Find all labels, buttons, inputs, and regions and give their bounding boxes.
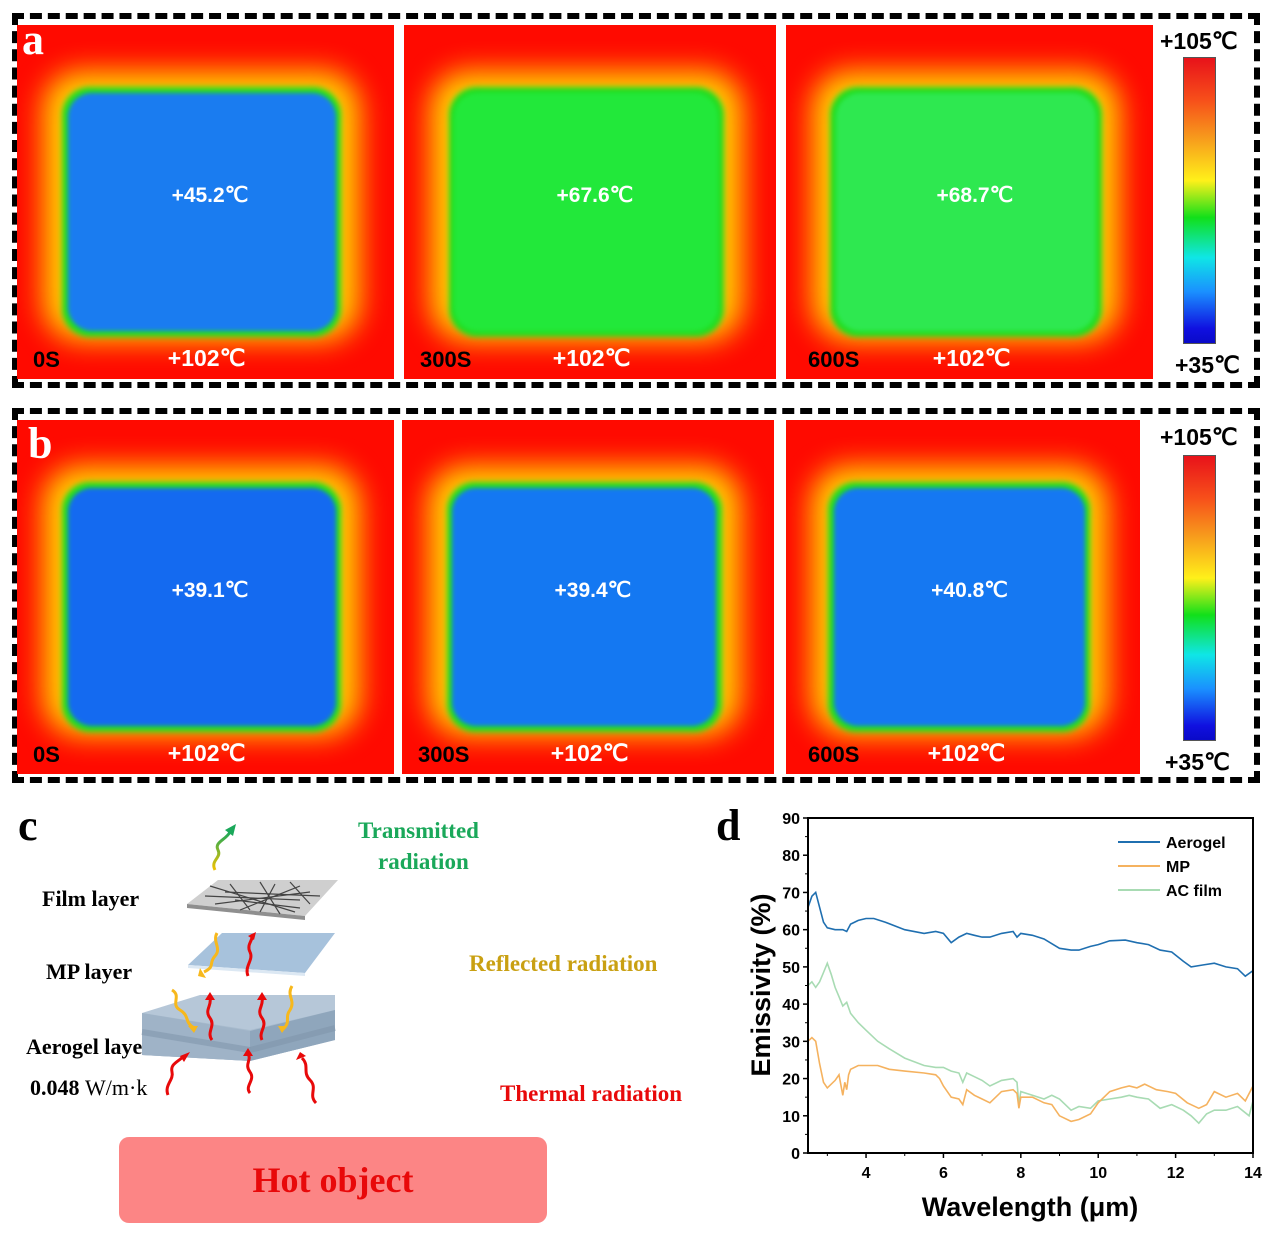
x-tick-label: 14 [1244,1165,1262,1182]
panel-a-letter: a [22,15,44,64]
center-temperature: +67.6℃ [556,184,634,207]
film-layer-plate [187,880,338,920]
y-tick-label: 30 [782,1034,800,1051]
series-line-mp [807,1036,1254,1123]
legend-label: Aerogel [1166,835,1226,852]
mp-layer-label: MP layer [46,959,133,984]
sample-core [67,93,336,331]
legend-label: AC film [1166,883,1222,900]
time-label: 600S [808,742,860,767]
x-tick-label: 10 [1089,1165,1107,1182]
layer-stack-diagram [141,824,338,1105]
y-tick-label: 0 [791,1146,800,1163]
colorbar-a [1183,57,1216,344]
time-label: 600S [808,347,860,372]
conductivity-value: 0.048 [30,1075,80,1100]
thermal-image: +39.1℃ +102℃ 0S [17,420,394,774]
center-temperature: +39.4℃ [554,579,632,602]
conductivity-unit: W/m·k [85,1075,148,1100]
center-temperature: +40.8℃ [931,579,1008,602]
thermal-image: +68.7℃ +102℃ 600S [786,25,1153,379]
sample-core [452,488,717,726]
x-tick-label: 4 [862,1165,871,1182]
transmitted-arrowhead [225,824,236,836]
x-tick-label: 12 [1167,1165,1185,1182]
panel-d-letter: d [716,801,741,850]
thermal-image: +40.8℃ +102℃ 600S [786,420,1140,774]
y-tick-label: 90 [782,811,800,828]
time-label: 300S [420,347,472,372]
thermal-image: +39.4℃ +102℃ 300S [402,420,774,774]
y-tick-label: 80 [782,848,800,865]
y-tick-label: 20 [782,1072,800,1089]
edge-temperature: +102℃ [550,740,629,766]
y-tick-label: 40 [782,997,800,1014]
y-tick-label: 10 [782,1109,800,1126]
hot-object-label: Hot object [252,1160,414,1200]
conductivity-label: 0.048 W/m·k [30,1075,147,1101]
colorbar-b-max-label: +105℃ [1160,424,1238,450]
aerogel-block [141,995,336,1061]
chart-legend: Aerogel MP AC film [1118,835,1226,900]
y-tick-label: 60 [782,923,800,940]
time-label: 0S [33,347,60,372]
reflected-radiation-arrows [171,932,294,1032]
edge-temperature: +102℃ [167,740,246,766]
thermal-radiation-label: Thermal radiation [500,1081,683,1106]
colorbar-b-min-label: +35℃ [1165,749,1230,775]
panel-b-letter: b [28,419,53,468]
center-temperature: +45.2℃ [171,184,249,207]
transmitted-label-line1: Transmitted [358,818,479,843]
sample-core [67,488,336,726]
center-temperature: +39.1℃ [171,579,249,602]
edge-temperature: +102℃ [932,345,1011,371]
time-label: 300S [418,742,470,767]
thermal-radiation-arrows [165,933,318,1105]
series-line-ac-film [807,960,1254,1125]
sample-core [833,488,1086,726]
thermal-image: +67.6℃ +102℃ 300S [404,25,776,379]
transmitted-label-line2: radiation [378,849,469,874]
thermal-image: +45.2℃ +102℃ 0S [17,25,394,379]
sample-core [835,93,1097,331]
thermal-arrowheads [180,932,306,1062]
x-axis-label: Wavelength (μm) [922,1192,1139,1222]
colorbar-a-min-label: +35℃ [1175,352,1240,378]
panel-b-frame [12,408,1260,783]
hot-object-box: Hot object [119,1137,547,1223]
center-temperature: +68.7℃ [936,184,1014,207]
panel-a-frame [12,13,1260,388]
colorbar-a-max-label: +105℃ [1160,28,1238,54]
aerogel-layer-label: Aerogel layer [26,1034,153,1059]
sample-core [454,93,719,331]
x-tick-label: 8 [1016,1165,1025,1182]
time-label: 0S [33,742,60,767]
y-tick-label: 50 [782,960,800,977]
x-tick-label: 6 [939,1165,948,1182]
legend-label: MP [1166,859,1190,876]
transmitted-radiation-arrow [212,831,232,871]
edge-temperature: +102℃ [167,345,246,371]
film-layer-label: Film layer [42,886,140,911]
y-axis-label: Emissivity (%) [746,893,776,1076]
y-tick-label: 70 [782,885,800,902]
series-line-aerogel [807,890,1254,978]
emissivity-chart: 0 10 20 30 40 50 60 70 80 90 4 6 8 10 12 14 Wavelength… [746,811,1262,1222]
colorbar-b [1183,455,1216,741]
panel-c-letter: c [18,801,38,850]
reflected-label: Reflected radiation [469,951,658,976]
edge-temperature: +102℃ [552,345,631,371]
edge-temperature: +102℃ [927,740,1006,766]
reflected-arrowheads [188,968,287,1033]
